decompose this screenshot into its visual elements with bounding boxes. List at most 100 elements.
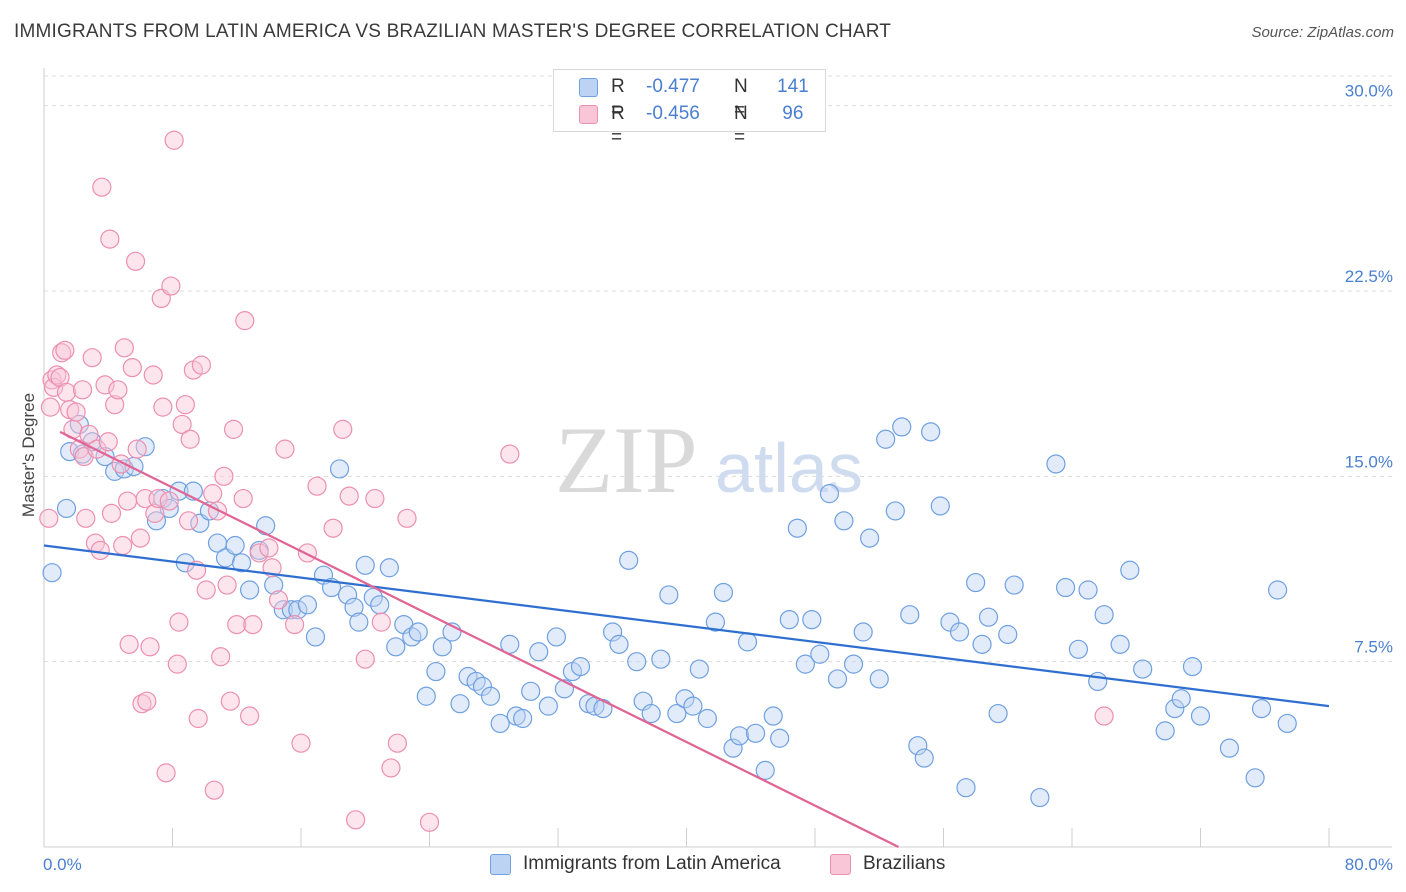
point-brazilians [66, 402, 86, 422]
point-latin-america [273, 600, 293, 620]
point-latin-america [729, 726, 750, 746]
point-latin-america [1190, 706, 1211, 726]
point-brazilians [164, 130, 184, 150]
point-latin-america [914, 748, 934, 768]
point-latin-america [135, 437, 155, 457]
point-brazilians [148, 488, 168, 509]
point-latin-america [480, 686, 501, 706]
point-latin-america [529, 642, 549, 662]
y-tick-label: 22.5% [1345, 267, 1393, 286]
point-brazilians [52, 343, 72, 363]
point-brazilians [223, 419, 244, 439]
point-latin-america [225, 535, 245, 556]
point-latin-america [337, 585, 358, 605]
point-brazilians [1094, 706, 1114, 726]
point-latin-america [1133, 659, 1153, 679]
point-latin-america [921, 422, 941, 442]
point-latin-america [949, 622, 970, 642]
point-latin-america [651, 649, 671, 669]
point-brazilians [387, 733, 407, 753]
point-latin-america [538, 696, 558, 716]
point-brazilians [145, 503, 165, 523]
point-brazilians [156, 763, 176, 783]
point-brazilians [203, 484, 223, 504]
point-brazilians [79, 424, 99, 444]
point-brazilians [125, 251, 146, 271]
point-brazilians [98, 432, 118, 452]
point-latin-america [755, 760, 775, 780]
point-brazilians [204, 780, 224, 800]
point-latin-america [288, 600, 308, 620]
trend-lines [43, 430, 1330, 848]
point-latin-america [355, 555, 375, 575]
point-latin-america [627, 652, 647, 672]
point-brazilians [117, 491, 138, 511]
point-latin-america [1046, 454, 1066, 474]
point-latin-america [940, 612, 960, 632]
point-latin-america [1055, 577, 1076, 598]
point-latin-america [546, 627, 566, 647]
point-latin-america [408, 622, 428, 642]
legend-r-label: R = [611, 103, 625, 148]
point-latin-america [978, 607, 999, 627]
point-brazilians [419, 812, 440, 832]
point-brazilians [365, 488, 385, 509]
point-latin-america [827, 669, 848, 689]
point-latin-america [1171, 689, 1191, 709]
point-latin-america [779, 610, 799, 630]
point-brazilians [307, 476, 327, 496]
point-latin-america [1094, 605, 1114, 625]
point-brazilians [297, 543, 318, 563]
bottom-legend-swatch-pink [830, 854, 851, 875]
point-latin-america [379, 558, 399, 578]
trend-line-brazilians [59, 430, 900, 848]
point-latin-america [683, 696, 703, 716]
point-latin-america [513, 708, 533, 729]
legend-r-value: -0.456 [646, 103, 700, 124]
point-latin-america [930, 496, 950, 516]
point-latin-america [988, 703, 1008, 724]
point-brazilians [92, 177, 112, 197]
point-latin-america [1155, 721, 1175, 741]
data-points [39, 130, 1297, 832]
point-brazilians [39, 508, 59, 528]
point-latin-america [972, 634, 992, 654]
y-axis-label: Master's Degree [19, 393, 38, 517]
point-brazilians [159, 491, 179, 511]
point-latin-america [146, 511, 167, 531]
point-latin-america [570, 657, 591, 677]
point-latin-america [297, 595, 318, 615]
point-latin-america [402, 627, 422, 647]
point-latin-america [349, 612, 369, 632]
point-brazilians [40, 397, 61, 417]
point-latin-america [432, 637, 452, 657]
point-latin-america [1277, 713, 1297, 734]
tick-labels: 7.5% 15.0% 22.5% 30.0% 0.0% 80.0% [43, 82, 1393, 874]
point-latin-america [1251, 699, 1272, 719]
point-latin-america [609, 634, 629, 654]
point-latin-america [521, 681, 541, 701]
point-latin-america [810, 644, 830, 664]
point-latin-america [344, 597, 364, 617]
point-latin-america [240, 580, 260, 600]
point-brazilians [175, 395, 195, 415]
point-latin-america [713, 582, 734, 603]
point-latin-america [689, 659, 709, 679]
legend-swatch-blue [579, 78, 598, 97]
chart-title: IMMIGRANTS FROM LATIN AMERICA VS BRAZILI… [14, 21, 892, 42]
point-latin-america [231, 553, 252, 573]
point-brazilians [275, 439, 295, 459]
point-latin-america [466, 671, 486, 692]
point-latin-america [1120, 560, 1140, 580]
legend-n-value: 96 [777, 103, 804, 124]
point-latin-america [860, 528, 880, 548]
point-brazilians [262, 558, 282, 578]
point-latin-america [305, 627, 326, 647]
point-brazilians [101, 503, 122, 523]
point-latin-america [363, 587, 383, 608]
point-brazilians [227, 614, 247, 635]
point-brazilians [333, 419, 353, 439]
point-latin-america [966, 572, 986, 593]
point-latin-america [641, 703, 661, 724]
point-latin-america [1219, 738, 1240, 758]
